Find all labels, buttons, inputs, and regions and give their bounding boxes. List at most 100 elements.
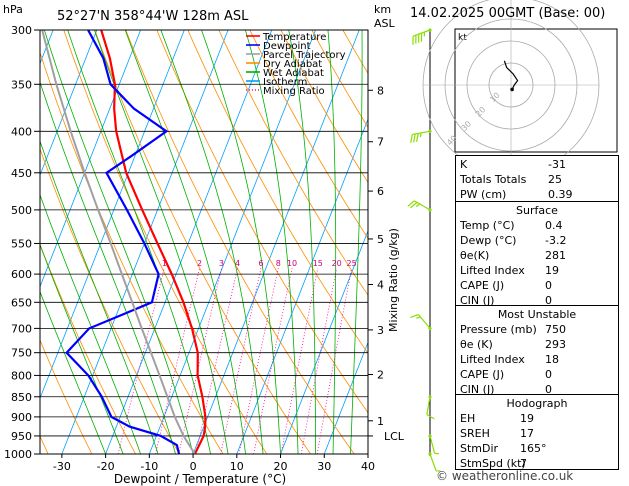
isotherm-line <box>323 341 368 454</box>
lcl-label: LCL <box>384 430 405 443</box>
row-label: EH <box>460 412 476 425</box>
legend-entry: Wet Adiabat <box>263 68 324 79</box>
wind-barb-base <box>428 208 432 212</box>
asl-label: ASL <box>374 17 396 30</box>
legend-entry: Dry Adiabat <box>263 59 322 70</box>
location-title: 52°27'N 358°44'W 128m ASL <box>57 9 249 24</box>
background-lines <box>0 30 368 454</box>
isotherm-line <box>105 30 273 454</box>
wind-barb-feather <box>407 200 415 207</box>
wet-adiabat-line <box>40 80 176 454</box>
date-label: 14.02.2025 00GMT (Base: 00) <box>410 6 606 21</box>
table-row: Totals Totals 25 <box>456 173 618 188</box>
hodograph-storm-marker <box>510 87 514 92</box>
panel-header: Hodograph <box>506 397 568 410</box>
table-row: Dewp (°C) -3.2 <box>456 234 618 249</box>
mixing-ratio-label: 20 <box>332 259 342 268</box>
row-value: 19 <box>520 412 534 425</box>
dry-adiabat-line <box>40 339 93 454</box>
table-row: CIN (J) 0 <box>456 383 618 398</box>
copyright-label: © weatheronline.co.uk <box>436 469 574 483</box>
table-row: EH 19 <box>456 412 618 427</box>
most-unstable-panel: Most Unstable Pressure (mb) 750 θe (K) 293 Li… <box>455 305 619 396</box>
wind-barb-half-feather <box>434 452 439 455</box>
hodograph-trace <box>503 60 519 90</box>
isotherm-line <box>148 30 316 454</box>
row-value: 0 <box>545 368 552 381</box>
pressure-tick-label: 800 <box>11 369 32 382</box>
hodograph-panel: Hodograph EH 19 SREH 17 StmDir 165° StmSpd (kt)… <box>455 394 619 470</box>
isotherm-line <box>0 30 9 454</box>
row-label: CIN (J) <box>460 383 495 396</box>
pressure-tick-label: 350 <box>11 78 32 91</box>
legend-entry: Dewpoint <box>263 41 311 52</box>
legend-entry: Temperature <box>262 32 326 43</box>
wind-barb <box>407 200 432 212</box>
height-tick-label: 3 <box>377 324 384 337</box>
mixing-ratio-line <box>178 268 222 454</box>
wind-barb <box>426 395 435 420</box>
isotherm-line <box>40 30 185 400</box>
dewpoint-line <box>65 30 181 454</box>
pressure-tick-label: 400 <box>11 125 32 138</box>
mixing-ratio-label: 1 <box>162 259 167 268</box>
wind-barb-base <box>428 28 432 32</box>
x-axis-title: Dewpoint / Temperature (°C) <box>114 472 286 486</box>
wind-barb-shaft <box>426 396 431 415</box>
wind-barb-feather <box>410 201 418 209</box>
wind-barb <box>428 434 439 455</box>
dry-adiabat-line <box>280 30 368 184</box>
row-label: θe(K) <box>460 249 490 262</box>
dry-adiabat-line <box>249 30 368 240</box>
isotherm-line <box>280 229 368 454</box>
row-label: SREH <box>460 427 490 440</box>
temperature-tick-label: 20 <box>274 460 288 473</box>
row-label: CIN (J) <box>460 294 495 307</box>
table-row: StmSpd (kt) 7 <box>456 457 618 472</box>
row-label: CAPE (J) <box>460 279 505 292</box>
hodograph-unit-label: kt <box>458 33 467 43</box>
row-label: CAPE (J) <box>460 368 505 381</box>
temperature-line <box>100 30 207 454</box>
mixing-ratio-line <box>300 268 338 454</box>
mixing-ratio-line <box>155 268 200 454</box>
pressure-unit-label: hPa <box>3 3 23 16</box>
wind-barb <box>412 28 432 45</box>
mixing-ratio-label: 8 <box>276 259 281 268</box>
panel-header: Most Unstable <box>497 308 577 321</box>
pressure-axis: 300 350 400 450 500 550 600 650 700 750 800 850 900 9… <box>4 24 40 461</box>
wind-barb-feather <box>415 35 417 44</box>
row-value: 0 <box>545 279 552 292</box>
mixing-ratio-line <box>238 268 279 454</box>
row-label: PW (cm) <box>460 188 507 201</box>
isotherm-line <box>61 30 229 454</box>
pressure-tick-label: 450 <box>11 167 32 180</box>
wind-barb-base <box>428 434 432 438</box>
height-tick-label: 2 <box>377 369 384 382</box>
table-row: Pressure (mb) 750 <box>456 323 618 338</box>
pressure-tick-label: 550 <box>11 237 32 250</box>
table-row: CIN (J) 0 <box>456 294 618 309</box>
wind-barb-half-feather <box>416 316 421 319</box>
wind-barb-feather <box>412 36 414 45</box>
legend-entry: Mixing Ratio <box>263 86 325 97</box>
table-row: θe (K) 293 <box>456 338 618 353</box>
row-label: Temp (°C) <box>460 219 515 232</box>
pressure-tick-label: 900 <box>11 411 32 424</box>
dry-adiabat-line <box>218 30 368 297</box>
table-row: θe(K) 281 <box>456 249 618 264</box>
mixing-ratio-line <box>253 268 293 454</box>
row-value: 293 <box>545 338 566 351</box>
wind-barb-half-feather <box>415 203 420 208</box>
wind-barb-feather <box>410 314 419 319</box>
height-tick-label: 4 <box>377 279 384 292</box>
row-label: K <box>460 158 468 171</box>
row-value: 25 <box>548 173 562 186</box>
legend-entry: Isotherm <box>263 77 307 88</box>
height-axis: 1 2 3 4 5 6 7 8 LCL <box>368 84 405 443</box>
wind-barb-base <box>428 129 432 133</box>
table-row: StmDir 165° <box>456 442 618 457</box>
row-value: -3.2 <box>545 234 567 247</box>
row-value: 0.4 <box>545 219 563 232</box>
